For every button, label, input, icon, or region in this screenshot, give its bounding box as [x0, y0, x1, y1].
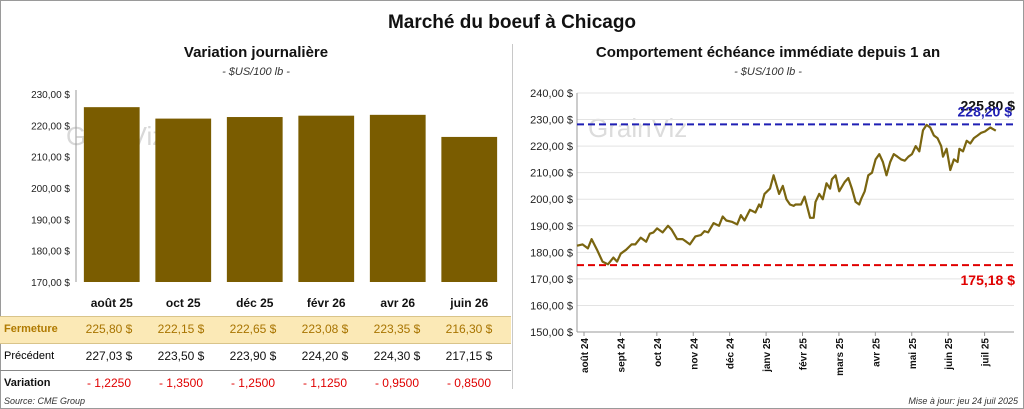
bar: [83, 107, 140, 282]
y-tick-label: 200,00 $: [31, 184, 70, 195]
table-cell: 224,20 $: [301, 349, 349, 363]
last-value-label: 225,80 $: [961, 97, 1016, 113]
x-tick-label: août 25: [91, 296, 133, 310]
row-label: Variation: [4, 377, 51, 389]
right-chart-title: Comportement échéance immédiate depuis 1…: [595, 44, 941, 61]
row-label: Fermeture: [4, 323, 58, 335]
y-tick-label: 170,00 $: [31, 278, 70, 289]
y-tick-label: 230,00 $: [31, 90, 70, 101]
quote-table: Fermeture 225,80 $ 222,15 $ 222,65 $ 223…: [0, 316, 511, 397]
left-bar-chart: GrainViz 170,00 $180,00 $190,00 $200,00 …: [31, 90, 498, 310]
table-cell: - 1,2250: [86, 376, 132, 390]
x-tick-label: avr 26: [380, 296, 415, 310]
row-label: Précédent: [4, 350, 55, 362]
y-tick-label: 220,00 $: [530, 141, 573, 153]
bar: [226, 117, 283, 282]
table-cell: - 1,3500: [158, 376, 204, 390]
table-cell: - 0,8500: [446, 376, 492, 390]
x-tick-label: sept 24: [616, 338, 627, 373]
x-tick-label: oct 25: [166, 296, 201, 310]
table-cell: - 1,1250: [302, 376, 348, 390]
right-chart-unit: - $US/100 lb -: [734, 66, 802, 78]
x-tick-label: juin 26: [449, 296, 488, 310]
table-cell: 227,03 $: [85, 349, 133, 363]
x-tick-label: mars 25: [835, 338, 846, 376]
watermark: GrainViz: [588, 113, 687, 143]
bar: [441, 136, 498, 282]
y-tick-label: 190,00 $: [31, 215, 70, 226]
y-tick-label: 190,00 $: [530, 221, 573, 233]
x-tick-label: mai 25: [908, 338, 919, 370]
bar: [298, 115, 355, 282]
price-series-line: [576, 123, 997, 266]
variation-row: Variation - 1,2250 - 1,3500 - 1,2500 - 1…: [0, 370, 511, 397]
previous-row: Précédent 227,03 $ 223,50 $ 223,90 $ 224…: [0, 344, 511, 370]
table-cell: 223,08 $: [301, 322, 349, 336]
y-tick-label: 180,00 $: [530, 247, 573, 259]
y-tick-label: 200,00 $: [530, 194, 573, 206]
x-tick-label: févr 25: [799, 338, 810, 371]
y-tick-label: 180,00 $: [31, 247, 70, 258]
table-cell: 225,80 $: [85, 322, 133, 336]
bar: [155, 118, 212, 282]
left-chart-unit: - $US/100 lb -: [222, 66, 290, 78]
x-tick-label: nov 24: [689, 338, 700, 370]
close-row: Fermeture 225,80 $ 222,15 $ 222,65 $ 223…: [0, 316, 511, 344]
x-tick-label: janv 25: [762, 338, 773, 373]
table-cell: 217,15 $: [445, 349, 493, 363]
table-cell: - 0,9500: [374, 376, 420, 390]
table-cell: 222,15 $: [157, 322, 205, 336]
x-tick-label: oct 24: [653, 338, 664, 367]
y-tick-label: 230,00 $: [530, 115, 573, 127]
table-cell: 223,35 $: [373, 322, 421, 336]
y-tick-label: 240,00 $: [530, 88, 573, 100]
y-tick-label: 160,00 $: [530, 300, 573, 312]
main-title: Marché du boeuf à Chicago: [387, 12, 637, 33]
x-tick-label: août 24: [580, 338, 591, 373]
y-tick-label: 220,00 $: [31, 121, 70, 132]
left-chart-title: Variation journalière: [183, 44, 329, 61]
max-value-label: 228,20 $: [958, 103, 1013, 119]
bar: [369, 114, 426, 282]
update-note: Mise à jour: jeu 24 juil 2025: [908, 396, 1018, 406]
x-tick-label: déc 25: [236, 296, 274, 310]
source-note: Source: CME Group: [4, 396, 86, 406]
panel-divider: [512, 44, 513, 389]
min-value-label: 175,18 $: [961, 272, 1016, 288]
table-cell: 222,65 $: [229, 322, 277, 336]
x-tick-label: avr 25: [871, 338, 882, 367]
y-tick-label: 150,00 $: [530, 327, 573, 339]
y-tick-label: 210,00 $: [530, 168, 573, 180]
y-tick-label: 210,00 $: [31, 153, 70, 164]
table-cell: 216,30 $: [445, 322, 493, 336]
table-cell: 224,30 $: [373, 349, 421, 363]
right-line-chart: GrainViz 150,00 $ 160,00 $ 170,00 $ 180,00 …: [530, 88, 1016, 376]
x-tick-label: févr 26: [307, 296, 346, 310]
x-tick-label: juin 25: [944, 338, 955, 371]
x-tick-label: déc 24: [726, 338, 737, 370]
table-cell: 223,50 $: [157, 349, 205, 363]
y-tick-label: 170,00 $: [530, 274, 573, 286]
table-cell: 223,90 $: [229, 349, 277, 363]
x-tick-label: juil 25: [981, 338, 992, 368]
table-cell: - 1,2500: [230, 376, 276, 390]
